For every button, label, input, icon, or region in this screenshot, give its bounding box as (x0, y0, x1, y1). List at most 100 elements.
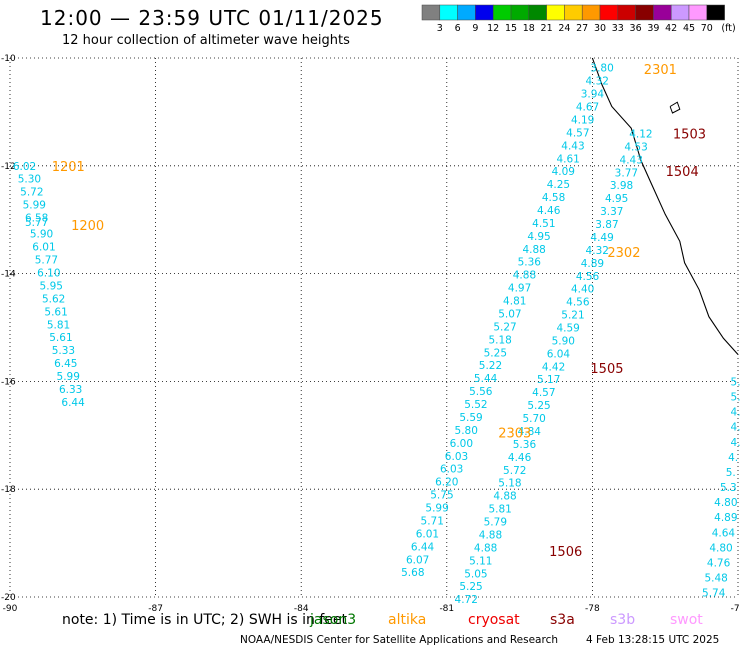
legend-label: 42 (665, 23, 677, 34)
wave-height-label: 4.59 (556, 323, 579, 335)
wave-height-label: 5.79 (484, 517, 507, 529)
wave-height-label: 5.62 (42, 293, 65, 305)
footer-note: note: 1) Time is in UTC; 2) SWH is in fe… (62, 612, 348, 628)
wave-height-label: 5.80 (455, 425, 478, 437)
pass-time-label: 2303 (498, 427, 531, 442)
wave-height-label: 5.22 (479, 360, 502, 372)
wave-height-label: 4. (728, 452, 738, 464)
wave-height-label: 5.48 (704, 573, 727, 585)
wave-height-label: 4.32 (586, 76, 609, 88)
lat-tick-label: -12 (1, 162, 16, 172)
wave-height-label: 5.70 (522, 413, 545, 425)
wave-height-label: 6.02 (13, 161, 36, 173)
wave-height-label: 6.03 (440, 464, 463, 476)
pass-time-label: 1200 (71, 219, 104, 234)
wave-height-label: 5.99 (23, 200, 46, 212)
wave-height-label: 4.25 (547, 179, 570, 191)
wave-height-label: 4. (731, 422, 740, 434)
lon-tick-label: -78 (585, 604, 600, 614)
wave-height-label: 6.44 (61, 397, 85, 409)
legend-label: 33 (612, 23, 624, 34)
legend-label: 36 (630, 23, 642, 34)
wave-height-label: 4.95 (605, 193, 628, 205)
wave-height-label: 4.19 (571, 114, 594, 126)
wave-height-label: 5.18 (498, 478, 521, 490)
lon-tick-label: -84 (294, 604, 309, 614)
wave-height-label: 4.56 (576, 271, 600, 283)
wave-height-label: 3.77 (615, 167, 638, 179)
wave-height-label: 4.49 (590, 232, 613, 244)
wave-height-label: 6.33 (59, 384, 82, 396)
wave-height-label: 5.27 (493, 321, 516, 333)
legend-label: 18 (523, 23, 535, 34)
wave-height-label: 5.74 (702, 588, 726, 600)
wave-height-label: 4.97 (508, 283, 531, 295)
wave-height-label: 4.88 (522, 244, 545, 256)
wave-height-label: 5. (731, 376, 740, 388)
wave-height-label: 4.56 (566, 297, 590, 309)
satellite-key-s3a: s3a (550, 612, 575, 628)
wave-height-label: 5.99 (57, 371, 80, 383)
wave-height-label: 4.53 (624, 141, 647, 153)
legend-label: 27 (576, 23, 588, 34)
wave-height-label: 4.42 (542, 361, 565, 373)
island-outline (669, 101, 681, 114)
wave-height-label: 6.10 (37, 268, 60, 280)
wave-height-label: 5.33 (52, 345, 75, 357)
wave-height-label: 5.68 (401, 567, 424, 579)
legend-label: 70 (701, 23, 713, 34)
wave-height-label: 3.37 (600, 206, 623, 218)
wave-height-label: 5.25 (527, 400, 550, 412)
wave-height-label: 5.72 (20, 187, 43, 199)
wave-height-label: 5.25 (459, 581, 482, 593)
lat-tick-label: -14 (1, 270, 16, 280)
lat-tick-label: -10 (1, 54, 16, 64)
wave-height-label: 6.07 (406, 554, 429, 566)
wave-height-label: 4.88 (493, 491, 516, 503)
wave-height-label: 4.46 (537, 205, 561, 217)
wave-height-label: 4.43 (561, 140, 584, 152)
wave-height-label: 5.30 (18, 174, 41, 186)
satellite-key-jason3: jason3 (310, 612, 357, 628)
wave-height-label: 6.44 (411, 541, 435, 553)
lon-tick-label: -75 (731, 604, 740, 614)
wave-height-label: 5.3 (720, 482, 737, 494)
page-title: 12:00 — 23:59 UTC 01/11/2025 (40, 6, 384, 30)
wave-height-label: 4.80 (709, 542, 732, 554)
wave-height-label: 5.61 (44, 306, 67, 318)
page-subtitle: 12 hour collection of altimeter wave hei… (62, 33, 350, 48)
legend-label: 30 (594, 23, 606, 34)
wave-height-label: 4.61 (556, 153, 579, 165)
lon-tick-label: -81 (439, 604, 454, 614)
wave-height-label: 4.88 (513, 270, 536, 282)
wave-height-label: 6.04 (547, 348, 571, 360)
legend-label: 45 (683, 23, 695, 34)
satellite-key-cryosat: cryosat (468, 612, 520, 628)
wave-height-label: 4.46 (508, 452, 532, 464)
satellite-key-s3b: s3b (610, 612, 636, 628)
legend-label: 39 (647, 23, 659, 34)
wave-height-label: 5.81 (488, 504, 511, 516)
wave-height-label: 4.57 (532, 387, 555, 399)
wave-height-label: 5.18 (488, 334, 511, 346)
wave-height-label: 5.25 (484, 347, 507, 359)
legend-label: 3 (437, 23, 443, 34)
legend-label: 12 (487, 23, 499, 34)
wave-height-label: 5.36 (518, 257, 542, 269)
wave-height-label: 4.43 (620, 154, 643, 166)
wave-height-label: 6.03 (445, 451, 468, 463)
wave-height-label: 4.09 (552, 166, 575, 178)
wave-height-label: 4.32 (586, 245, 609, 257)
generated-timestamp: 4 Feb 13:28:15 UTC 2025 (586, 634, 720, 646)
color-legend: 3 6 9 12 15 18 21 24 27 30 33 36 39 42 45 70 (ft) (421, 4, 736, 34)
wave-height-label: 4.95 (527, 231, 550, 243)
wave-height-label: 4.80 (714, 497, 737, 509)
coastline (591, 57, 739, 355)
wave-height-label: 6.58 (25, 213, 48, 225)
wave-height-label: 5.56 (469, 386, 493, 398)
pass-time-label: 1505 (590, 362, 623, 377)
wave-height-label: 4.89 (581, 258, 604, 270)
legend-label: 24 (558, 23, 570, 34)
wave-height-label: 3.87 (595, 219, 618, 231)
